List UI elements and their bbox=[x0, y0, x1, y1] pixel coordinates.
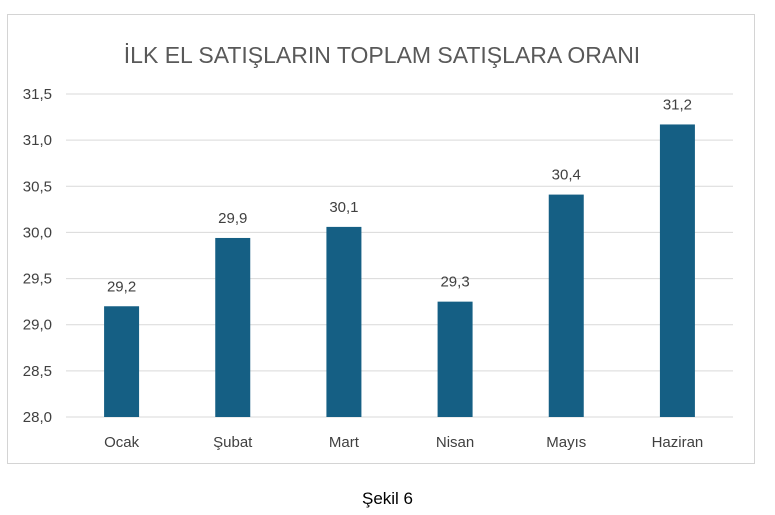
y-tick-label: 30,0 bbox=[23, 224, 52, 241]
chart-title: İLK EL SATIŞLARIN TOPLAM SATIŞLARA ORANI bbox=[124, 42, 640, 68]
x-tick-label: Mart bbox=[329, 434, 360, 451]
y-tick-label: 28,5 bbox=[23, 363, 52, 380]
y-tick-label: 31,5 bbox=[23, 86, 52, 103]
data-label: 29,2 bbox=[107, 278, 136, 295]
x-tick-label: Şubat bbox=[213, 434, 253, 451]
y-axis-ticks: 28,0 28,5 29,0 29,5 30,0 30,5 31,0 31,5 bbox=[23, 86, 52, 426]
x-axis-ticks: Ocak Şubat Mart Nisan Mayıs Haziran bbox=[104, 434, 703, 451]
bars bbox=[104, 124, 695, 417]
x-tick-label: Mayıs bbox=[546, 434, 586, 451]
bar-chart: İLK EL SATIŞLARIN TOPLAM SATIŞLARA ORANI… bbox=[23, 42, 733, 451]
bar bbox=[548, 194, 584, 417]
bar bbox=[215, 237, 251, 417]
bar bbox=[104, 306, 140, 417]
bar bbox=[659, 124, 695, 417]
data-label: 29,9 bbox=[218, 210, 247, 227]
y-tick-label: 28,0 bbox=[23, 409, 52, 426]
y-tick-label: 29,0 bbox=[23, 317, 52, 334]
chart-frame: İLK EL SATIŞLARIN TOPLAM SATIŞLARA ORANI… bbox=[7, 14, 755, 464]
x-tick-label: Nisan bbox=[436, 434, 474, 451]
bar bbox=[326, 226, 362, 417]
data-labels: 29,2 29,9 30,1 29,3 30,4 31,2 bbox=[107, 96, 692, 295]
x-tick-label: Ocak bbox=[104, 434, 140, 451]
data-label: 30,4 bbox=[552, 167, 581, 184]
bar bbox=[437, 301, 473, 417]
y-tick-label: 31,0 bbox=[23, 132, 52, 149]
data-label: 29,3 bbox=[440, 274, 469, 291]
gridlines bbox=[66, 93, 733, 418]
data-label: 30,1 bbox=[329, 199, 358, 216]
figure-caption: Şekil 6 bbox=[361, 489, 414, 508]
y-tick-label: 30,5 bbox=[23, 178, 52, 195]
x-tick-label: Haziran bbox=[652, 434, 704, 451]
y-tick-label: 29,5 bbox=[23, 271, 52, 288]
data-label: 31,2 bbox=[663, 96, 692, 113]
